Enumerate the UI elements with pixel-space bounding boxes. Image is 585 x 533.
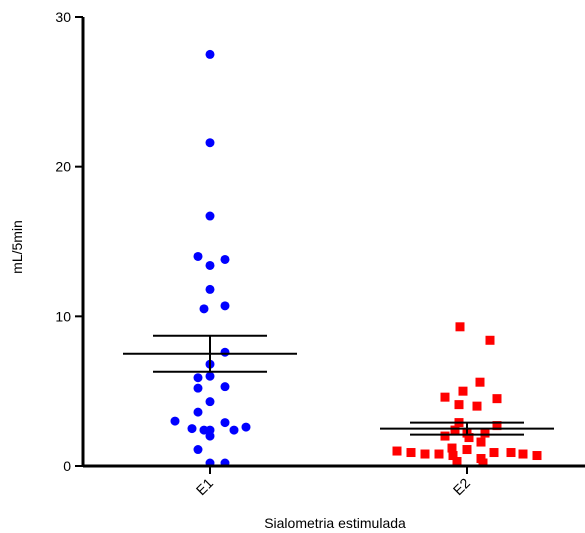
data-point-e2 xyxy=(475,377,485,387)
y-axis-title: mL/5min xyxy=(9,220,25,274)
data-point-e1 xyxy=(229,425,239,435)
data-point-e1 xyxy=(205,397,215,407)
y-tick-label: 30 xyxy=(55,9,71,25)
data-point-e2 xyxy=(492,421,502,431)
data-point-e1 xyxy=(193,373,203,383)
plot-area xyxy=(123,49,554,468)
data-point-e2 xyxy=(434,449,444,459)
data-point-e1 xyxy=(205,260,215,270)
y-axis: 0 10 20 30 xyxy=(55,9,85,474)
data-point-e1 xyxy=(205,431,215,441)
data-point-e1 xyxy=(170,416,180,426)
data-point-e2 xyxy=(480,428,490,438)
data-point-e2 xyxy=(489,448,499,458)
data-point-e1 xyxy=(220,254,230,264)
y-tick-label: 0 xyxy=(63,458,71,474)
data-point-e2 xyxy=(440,431,450,441)
x-axis: E1 E2 xyxy=(83,464,585,499)
data-point-e1 xyxy=(241,422,251,432)
data-point-e2 xyxy=(448,451,458,461)
data-point-e1 xyxy=(193,445,203,455)
data-point-e1 xyxy=(220,301,230,311)
data-point-e1 xyxy=(193,407,203,417)
data-point-e2 xyxy=(420,449,430,459)
data-point-e2 xyxy=(447,443,457,453)
data-point-e2 xyxy=(492,394,502,404)
data-point-e2 xyxy=(455,322,465,332)
data-point-e2 xyxy=(485,335,495,345)
data-point-e2 xyxy=(452,457,462,467)
data-point-e2 xyxy=(506,448,516,458)
data-point-e2 xyxy=(464,433,474,443)
y-tick-label: 10 xyxy=(55,308,71,324)
data-point-e2 xyxy=(462,445,472,455)
data-point-e2 xyxy=(478,458,488,468)
data-point-e2 xyxy=(454,400,464,410)
data-point-e1 xyxy=(220,347,230,357)
data-point-e1 xyxy=(220,382,230,392)
data-point-e2 xyxy=(392,446,402,456)
data-point-e1 xyxy=(205,49,215,59)
data-point-e1 xyxy=(205,284,215,294)
data-point-e1 xyxy=(205,211,215,221)
data-point-e1 xyxy=(205,371,215,381)
data-point-e2 xyxy=(532,451,542,461)
data-point-e1 xyxy=(205,138,215,148)
data-point-e1 xyxy=(193,251,203,261)
data-point-e1 xyxy=(187,424,197,434)
data-point-e1 xyxy=(199,304,209,314)
y-tick-label: 20 xyxy=(55,159,71,175)
data-point-e1 xyxy=(193,383,203,393)
data-point-e2 xyxy=(440,392,450,402)
data-point-e2 xyxy=(406,448,416,458)
data-point-e2 xyxy=(472,401,482,411)
x-tick-label: E1 xyxy=(193,475,217,499)
data-point-e1 xyxy=(220,418,230,428)
x-tick-label: E2 xyxy=(450,475,474,499)
data-point-e2 xyxy=(476,437,486,447)
data-point-e2 xyxy=(518,449,528,459)
data-point-e2 xyxy=(458,386,468,396)
x-axis-title: Sialometria estimulada xyxy=(264,515,406,531)
data-point-e2 xyxy=(450,425,460,435)
